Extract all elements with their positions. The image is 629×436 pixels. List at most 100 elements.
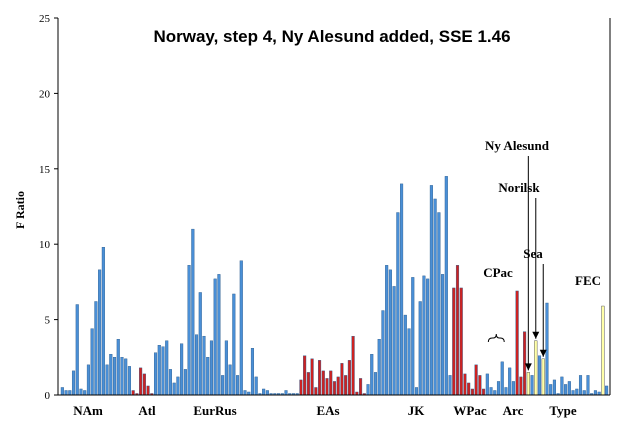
- bar-eurrus: [180, 343, 184, 396]
- bar-eurrus: [239, 260, 243, 396]
- bar-eurrus: [172, 382, 176, 396]
- bar-nam: [105, 364, 109, 396]
- bar-eurrus: [221, 375, 225, 396]
- bar-eurrus: [213, 278, 217, 396]
- bar-nam: [64, 390, 68, 396]
- bar-atl: [131, 390, 135, 396]
- bar-eas: [321, 370, 325, 396]
- bar-eurrus: [254, 376, 258, 396]
- bar-eas: [299, 379, 303, 396]
- bar-arc: [564, 384, 568, 396]
- bar-arc: [545, 302, 549, 396]
- bar-arc: [552, 379, 556, 396]
- bar-type: [605, 385, 609, 396]
- bar-sea: [541, 358, 545, 396]
- bar-eas: [344, 375, 348, 396]
- bar-eurrus: [198, 292, 202, 396]
- bar-eurrus: [209, 340, 213, 396]
- bar-nam: [60, 387, 64, 396]
- bar-eas: [262, 388, 266, 396]
- bar-nam: [112, 357, 117, 396]
- bar-jk: [414, 387, 419, 396]
- bar-eurrus: [236, 375, 240, 396]
- bar-eurrus: [202, 335, 206, 396]
- y-tick-label: 25: [39, 13, 51, 25]
- bar-eas: [303, 355, 307, 396]
- annotation-fec: FEC: [575, 273, 601, 288]
- bar-cpac: [493, 390, 497, 396]
- bar-cpac: [485, 373, 489, 396]
- bar-arc: [575, 388, 579, 396]
- bar-eurrus: [194, 334, 199, 396]
- bar-arc: [515, 290, 519, 396]
- bars-layer: [60, 176, 609, 396]
- bar-eas: [329, 370, 333, 396]
- bar-eas: [284, 390, 288, 396]
- bar-cpac: [508, 367, 512, 396]
- bar-eas: [265, 390, 269, 396]
- bar-eurrus: [224, 340, 228, 396]
- bar-nam: [109, 354, 113, 396]
- bar-nam: [127, 366, 131, 396]
- bar-jk: [444, 176, 448, 396]
- bar-jk: [392, 286, 396, 396]
- bar-eurrus: [176, 376, 180, 396]
- annotation-norilsk: Norilsk: [498, 180, 540, 195]
- bar-nam: [68, 390, 72, 396]
- bar-eurrus: [168, 369, 172, 396]
- bar-jk: [418, 301, 422, 396]
- y-tick-label: 15: [39, 164, 51, 176]
- bar-nam: [83, 390, 87, 396]
- bar-jk: [411, 277, 415, 396]
- bar-atl: [142, 373, 146, 396]
- bar-nam: [90, 328, 94, 396]
- bar-eurrus: [243, 390, 247, 396]
- bar-nam: [94, 301, 98, 396]
- bar-nam: [124, 358, 128, 396]
- bar-nam: [71, 370, 76, 396]
- bar-eurrus: [250, 348, 254, 396]
- bar-eurrus: [228, 364, 232, 396]
- bar-jk: [381, 310, 385, 396]
- group-label-nam: NAm: [73, 403, 103, 418]
- sea-pointer-arrowhead: [539, 349, 547, 357]
- group-labels-layer: NAm Atl EurRus EAs JK WPac Arc Type: [73, 403, 577, 418]
- bar-eas: [359, 378, 363, 396]
- bar-nam: [75, 304, 79, 396]
- bar-wpac: [470, 388, 474, 396]
- bar-arc: [582, 390, 586, 396]
- y-axis-title: F Ratio: [13, 191, 27, 229]
- annotation-ny-alesund: Ny Alesund: [485, 138, 550, 153]
- bar-eas: [332, 381, 337, 396]
- group-label-type: Type: [549, 403, 576, 418]
- group-label-eas: EAs: [316, 403, 339, 418]
- bar-eurrus: [183, 369, 187, 396]
- group-label-jk: JK: [408, 403, 426, 418]
- bar-jk: [366, 384, 370, 396]
- bar-arc: [560, 376, 564, 396]
- bar-jk: [403, 314, 407, 396]
- bar-wpac: [455, 265, 460, 396]
- group-label-arc: Arc: [503, 403, 524, 418]
- bar-arc: [549, 384, 553, 396]
- group-label-eurrus: EurRus: [193, 403, 236, 418]
- group-label-atl: Atl: [138, 403, 156, 418]
- bar-eurrus: [217, 274, 221, 396]
- bar-jk: [396, 212, 400, 396]
- bar-arc: [593, 390, 597, 396]
- bar-eas: [314, 387, 318, 396]
- bar-cpac: [489, 387, 493, 396]
- axis-layer: 0 5 10 15 20 25: [39, 13, 611, 402]
- bar-wpac: [478, 375, 482, 396]
- bar-atl: [139, 367, 143, 396]
- bar-eas: [347, 360, 351, 396]
- bar-eurrus: [165, 340, 169, 396]
- bar-jk: [437, 212, 441, 396]
- bar-jk: [385, 265, 389, 396]
- bar-wpac: [482, 388, 486, 396]
- bar-eas: [336, 376, 340, 396]
- bar-eurrus: [191, 228, 195, 396]
- bar-nam: [79, 388, 83, 396]
- ny-alesund-pointer-arrowhead: [524, 363, 532, 371]
